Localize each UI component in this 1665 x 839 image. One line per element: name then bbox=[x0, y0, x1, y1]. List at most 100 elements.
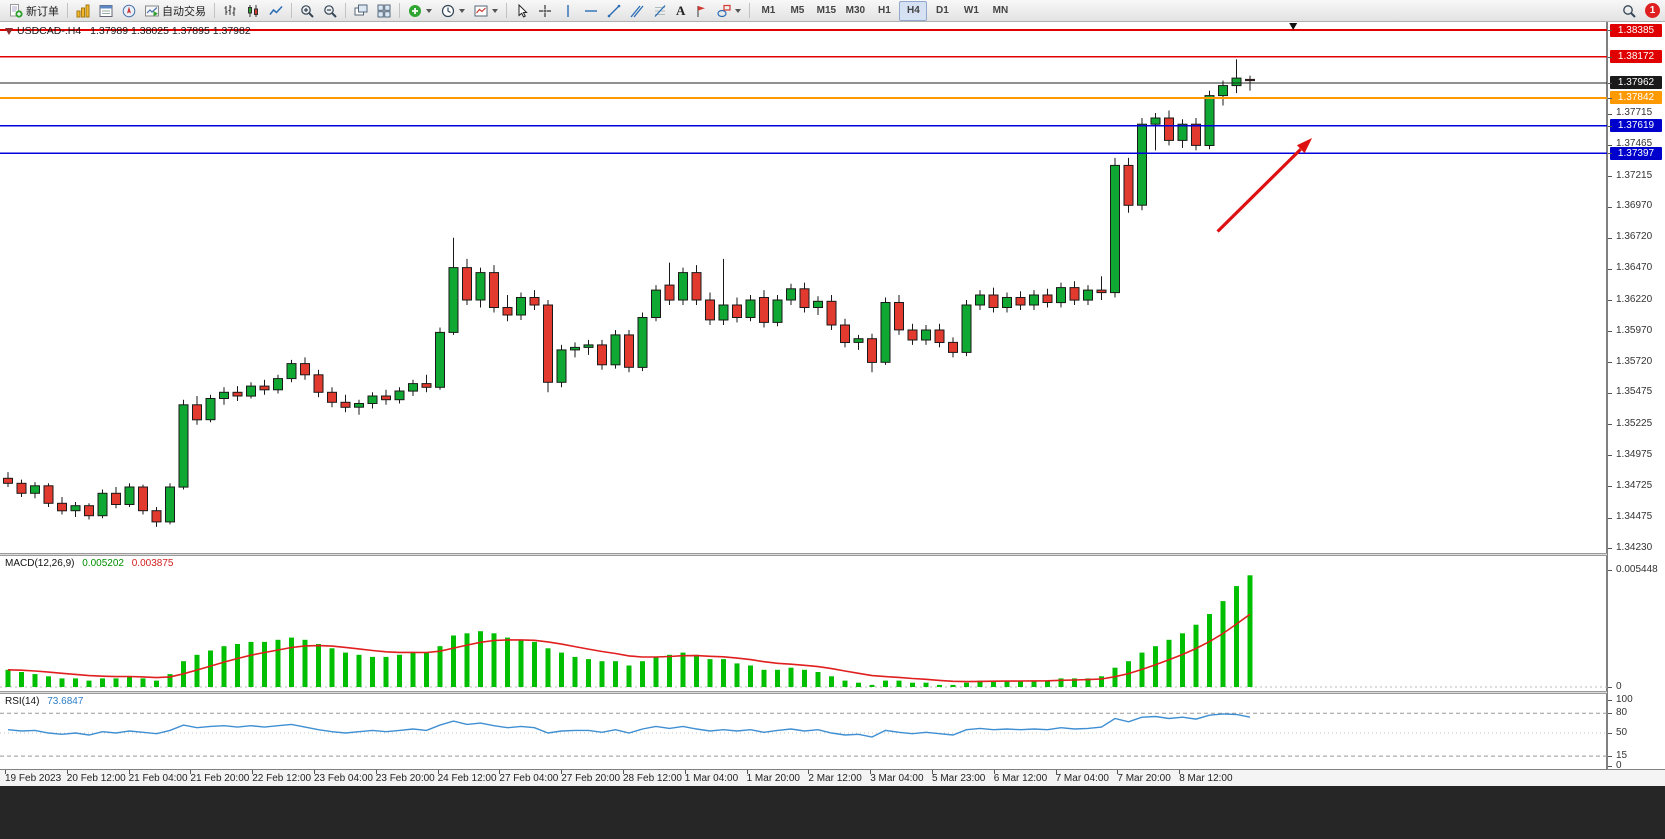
cascade-windows-button[interactable] bbox=[350, 1, 372, 21]
indicators-icon bbox=[409, 4, 421, 17]
price-chart-canvas[interactable] bbox=[0, 22, 1607, 553]
axis-tick bbox=[1608, 97, 1612, 99]
cursor-button[interactable] bbox=[511, 1, 533, 21]
price-axis-label: 1.35970 bbox=[1616, 324, 1653, 336]
axis-tick bbox=[1608, 125, 1612, 127]
macd-canvas[interactable] bbox=[0, 556, 1607, 691]
chart-ohlc-values: 1.37989 1.38025 1.37895 1.37982 bbox=[90, 25, 251, 37]
axis-tick bbox=[808, 770, 810, 774]
candlestick-chart-button[interactable] bbox=[242, 1, 264, 21]
navigator-button[interactable] bbox=[118, 1, 140, 21]
timeframe-d1-button[interactable]: D1 bbox=[935, 5, 949, 16]
autotrading-label: 自动交易 bbox=[162, 5, 206, 18]
autotrading-button[interactable]: 自动交易 bbox=[141, 1, 210, 21]
timeframe-m15-button[interactable]: M15 bbox=[816, 5, 837, 16]
axis-tick bbox=[1608, 237, 1612, 239]
rsi-label-row: RSI(14) 73.6847 bbox=[5, 696, 83, 707]
vertical-line-icon bbox=[567, 4, 569, 17]
axis-tick bbox=[66, 770, 68, 774]
fibonacci-button[interactable] bbox=[649, 1, 671, 21]
chart-title: USDCAD-.H4 1.37989 1.38025 1.37895 1.379… bbox=[17, 25, 251, 37]
price-axis-label: 100 bbox=[1616, 693, 1633, 705]
navigator-icon bbox=[122, 4, 136, 17]
time-axis-label: 21 Feb 04:00 bbox=[128, 773, 188, 784]
new-order-button[interactable]: 新订单 bbox=[5, 1, 63, 21]
shapes-button[interactable] bbox=[713, 1, 745, 21]
price-axis-label: 15 bbox=[1616, 749, 1628, 761]
time-axis-label: 7 Mar 04:00 bbox=[1055, 773, 1109, 784]
indicators-button[interactable] bbox=[404, 1, 436, 21]
axis-tick bbox=[1608, 206, 1612, 208]
crosshair-icon bbox=[539, 4, 551, 17]
new-order-label: 新订单 bbox=[26, 5, 59, 18]
label-button[interactable] bbox=[690, 1, 712, 21]
timeframe-h4-button[interactable]: H4 bbox=[899, 0, 928, 21]
axis-tick bbox=[993, 770, 995, 774]
axis-tick bbox=[561, 770, 563, 774]
toolbar: 新订单 bbox=[0, 0, 1665, 22]
channel-button[interactable] bbox=[626, 1, 648, 21]
zoom-out-button[interactable] bbox=[319, 1, 341, 21]
price-axis-label: 1.34230 bbox=[1616, 541, 1653, 553]
timeframe-m1-button[interactable]: M1 bbox=[761, 5, 776, 16]
time-axis-label: 2 Mar 12:00 bbox=[808, 773, 862, 784]
timeframe-mn-button[interactable]: MN bbox=[992, 5, 1009, 16]
axis-tick bbox=[1608, 713, 1612, 715]
trendline-button[interactable] bbox=[603, 1, 625, 21]
macd-panel[interactable]: MACD(12,26,9) 0.005202 0.003875 bbox=[0, 556, 1607, 691]
zoom-in-button[interactable] bbox=[296, 1, 318, 21]
axis-tick bbox=[1608, 331, 1612, 333]
tile-windows-button[interactable] bbox=[373, 1, 395, 21]
timeframe-w1-button[interactable]: W1 bbox=[963, 5, 979, 16]
line-chart-button[interactable] bbox=[265, 1, 287, 21]
toolbar-separator bbox=[506, 3, 507, 18]
timeframe-m30-button[interactable]: M30 bbox=[845, 5, 866, 16]
candlestick-chart-icon bbox=[248, 4, 258, 17]
axis-tick bbox=[1608, 756, 1612, 758]
time-axis-label: 7 Mar 20:00 bbox=[1117, 773, 1171, 784]
axis-tick bbox=[746, 770, 748, 774]
main-chart-panel[interactable]: USDCAD-.H4 1.37989 1.38025 1.37895 1.379… bbox=[0, 22, 1607, 553]
price-axis-box: 1.37962 bbox=[1610, 76, 1662, 90]
price-axis[interactable]: 1.37715 1.37465 1.37215 1.36970 1.36720 1.364… bbox=[1607, 22, 1665, 771]
axis-tick bbox=[1608, 153, 1612, 155]
text-button[interactable]: A bbox=[672, 1, 689, 21]
notification-badge[interactable]: 1 bbox=[1645, 3, 1660, 18]
time-axis-label: 27 Feb 04:00 bbox=[499, 773, 559, 784]
axis-tick bbox=[1608, 548, 1612, 550]
horizontal-line-button[interactable] bbox=[580, 1, 602, 21]
toolbar-separator bbox=[214, 3, 215, 18]
axis-tick bbox=[1608, 700, 1612, 701]
axis-tick bbox=[1608, 56, 1612, 58]
price-axis-box: 1.37619 bbox=[1610, 119, 1662, 133]
timeframe-m5-button[interactable]: M5 bbox=[790, 5, 805, 16]
vertical-line-button[interactable] bbox=[557, 1, 579, 21]
axis-tick bbox=[1608, 300, 1612, 301]
axis-tick bbox=[1608, 455, 1612, 457]
market-watch-button[interactable] bbox=[72, 1, 94, 21]
panel-splitter[interactable] bbox=[0, 691, 1665, 694]
time-axis[interactable]: 19 Feb 2023 20 Feb 12:00 21 Feb 04:00 21 Fe… bbox=[0, 769, 1665, 786]
rsi-panel[interactable]: RSI(14) 73.6847 bbox=[0, 694, 1607, 769]
axis-tick bbox=[375, 770, 377, 774]
rsi-canvas[interactable] bbox=[0, 694, 1607, 769]
time-axis-label: 20 Feb 12:00 bbox=[66, 773, 126, 784]
new-order-icon bbox=[10, 3, 23, 18]
axis-tick bbox=[1055, 770, 1057, 774]
bottom-strip bbox=[0, 786, 1665, 839]
search-button[interactable] bbox=[1618, 1, 1640, 21]
data-window-button[interactable] bbox=[95, 1, 117, 21]
timeframe-h1-button[interactable]: H1 bbox=[877, 5, 891, 16]
tile-windows-icon bbox=[377, 4, 391, 17]
one-click-trading-toggle[interactable] bbox=[5, 28, 13, 35]
price-axis-label: 1.37465 bbox=[1616, 138, 1653, 150]
crosshair-button[interactable] bbox=[534, 1, 556, 21]
fibonacci-icon bbox=[654, 4, 666, 17]
bar-chart-button[interactable] bbox=[219, 1, 241, 21]
periods-button[interactable] bbox=[437, 1, 469, 21]
price-axis-box: 1.38385 bbox=[1610, 23, 1662, 37]
templates-button[interactable] bbox=[470, 1, 502, 21]
axis-tick bbox=[870, 770, 872, 774]
panel-splitter[interactable] bbox=[0, 553, 1665, 556]
axis-tick bbox=[1608, 424, 1612, 426]
